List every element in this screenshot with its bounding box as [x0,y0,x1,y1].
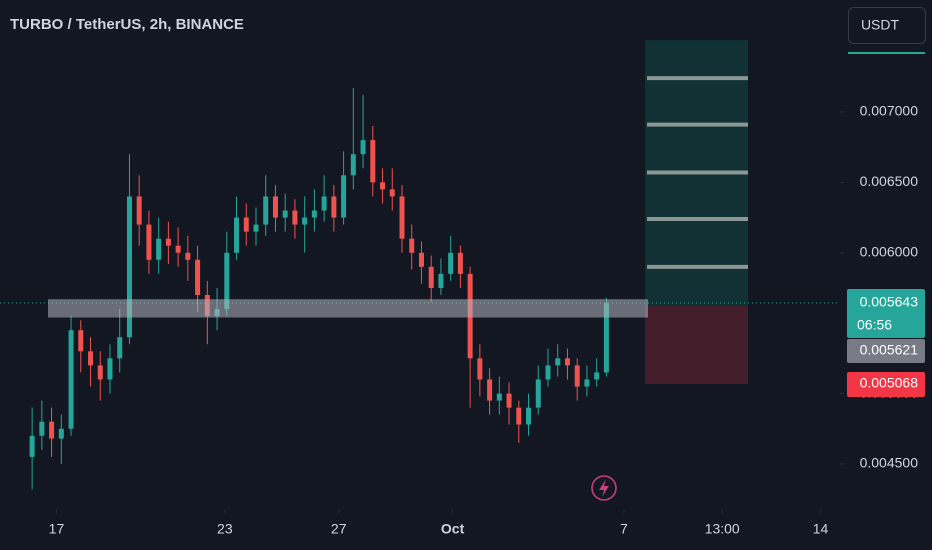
candle-body [146,224,152,260]
entry-price-label: 0.005621 [860,342,919,358]
candle-body [506,393,512,408]
plot-area: 17 23 27 Oct 7 13:00 14 [0,40,840,537]
candle-body [88,351,94,366]
candle-body [263,196,269,225]
candle-body [399,196,405,239]
candle-body [321,196,327,211]
stop-price-tag [847,371,925,397]
candle-body [282,210,288,218]
candle-body [29,435,35,457]
y-tick-label: 0.006000 [860,243,919,259]
candle-body [487,379,493,401]
current-price-label: 0.005643 [860,294,919,310]
candle-body [564,358,570,366]
candle-body [594,372,600,380]
candle-body [234,217,240,253]
candle-body [58,428,64,439]
candle-body [389,189,395,197]
candle-body [292,210,298,225]
y-tick-label: 0.004500 [860,455,919,471]
countdown-label: 06:56 [857,317,892,333]
candle-body [496,393,502,401]
candle-body [428,266,434,288]
candle-body [156,238,162,260]
entry-price-tag [847,339,925,363]
x-tick-label: 7 [620,521,628,537]
x-tick-label: 17 [49,521,65,537]
candle-body [136,196,142,225]
candle-body [68,330,74,429]
candle-body [555,358,561,366]
candle-body [535,379,541,408]
chart-title: TURBO / TetherUS, 2h, BINANCE [10,16,244,33]
candle-body [574,365,580,387]
stop-price-label: 0.005068 [860,375,919,391]
candle-body [331,196,337,218]
candle-body [457,252,463,274]
currency-label[interactable]: USDT [861,17,900,33]
candle-body [380,182,386,190]
candle-body [545,365,551,380]
candle-body [253,224,259,232]
candle-body [477,358,483,380]
candle-body [97,365,103,380]
candle-body [185,252,191,260]
candle-body [516,407,522,425]
candle-body [409,238,415,253]
candle-body [584,379,590,387]
candle-body [370,140,376,183]
candle-body [165,238,171,246]
candle-body [126,196,132,338]
alert-icon[interactable] [591,475,617,501]
candle-body [224,252,230,310]
candle-body [603,303,609,373]
x-tick-label: 23 [217,521,233,537]
price-axis: 0.0045000.0050000.0060000.0065000.007000… [840,103,925,471]
candle-body [526,407,532,425]
x-tick-label: 14 [813,521,829,537]
x-tick-label: 13:00 [705,521,740,537]
current-price-tag [847,289,925,339]
candle-body [107,358,113,380]
candle-body [272,196,278,218]
y-tick-label: 0.007000 [860,103,919,119]
stop-zone [645,306,748,384]
candle-body [438,273,444,288]
x-tick-label: 27 [331,521,347,537]
candle-body [49,421,55,439]
candle-body [243,217,249,232]
candle-body [175,245,181,253]
candle-body [302,217,308,225]
currency-button[interactable] [848,7,926,44]
x-tick-label: Oct [441,521,465,537]
candle-body [117,337,123,359]
candle-body [341,175,347,218]
candle-body [39,421,45,436]
candle-body [78,330,84,352]
candle-body [360,140,366,155]
candle-body [448,252,454,274]
candle-body [350,154,356,176]
y-tick-label: 0.006500 [860,173,919,189]
candle-body [311,210,317,218]
candle-body [418,252,424,267]
candle-body [195,259,201,295]
support-zone [48,299,648,318]
